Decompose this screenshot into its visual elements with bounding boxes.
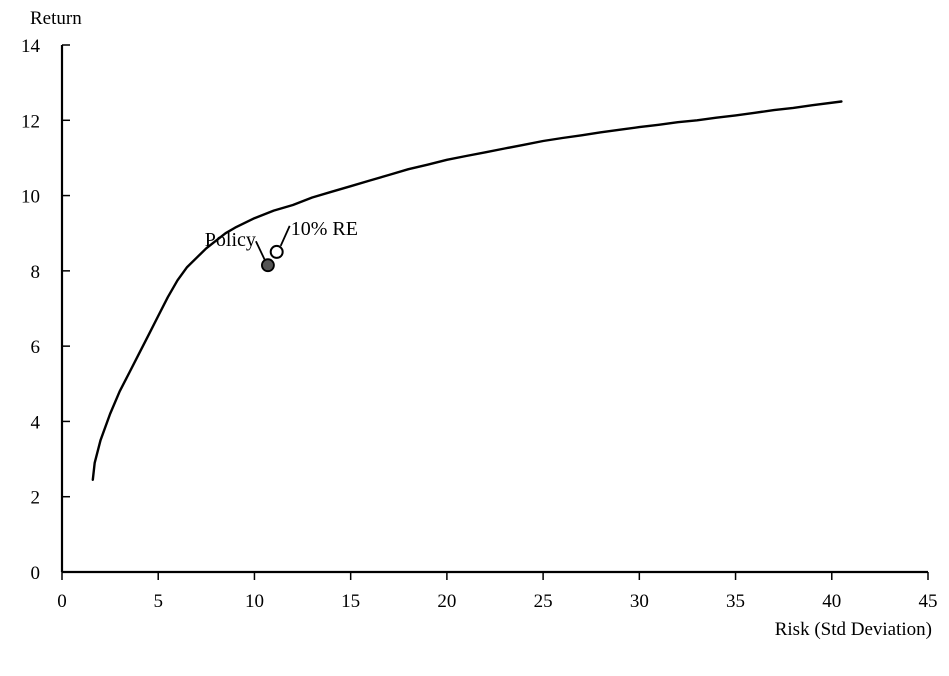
x-tick-label: 40 [822,591,841,612]
tick-marks [61,44,929,580]
x-tick-label: 25 [534,591,553,612]
y-axis-title: Return [30,8,82,29]
x-tick-label: 5 [153,591,163,612]
y-tick-label: 14 [21,36,41,57]
annotated-points: Policy 10% RE [205,218,358,273]
y-tick-label: 10 [21,187,40,208]
y-tick-label: 0 [31,563,41,584]
frontier-line [91,100,843,481]
policy-leader-line [255,240,266,261]
policy-point [261,258,275,273]
x-axis-title: Risk (Std Deviation) [775,619,932,640]
x-tick-label: 10 [245,591,264,612]
y-tick-label: 12 [21,111,40,132]
x-tick-label: 30 [630,591,649,612]
y-tick-label: 4 [31,412,41,433]
axes [60,45,928,574]
y-tick-label: 2 [31,488,41,509]
x-tick-label: 15 [341,591,360,612]
policy-label: Policy [205,229,256,251]
x-tick-label: 20 [437,591,456,612]
y-tick-label: 6 [31,337,41,358]
re-leader-line [279,225,291,247]
tick-labels: 0 5 10 15 20 25 30 35 40 45 0 2 4 6 8 10 12 14 [21,36,938,612]
re-point [269,244,284,259]
x-tick-label: 0 [57,591,67,612]
x-tick-label: 35 [726,591,745,612]
x-tick-label: 45 [919,591,938,612]
re-label: 10% RE [291,218,358,240]
y-tick-label: 8 [31,262,41,283]
